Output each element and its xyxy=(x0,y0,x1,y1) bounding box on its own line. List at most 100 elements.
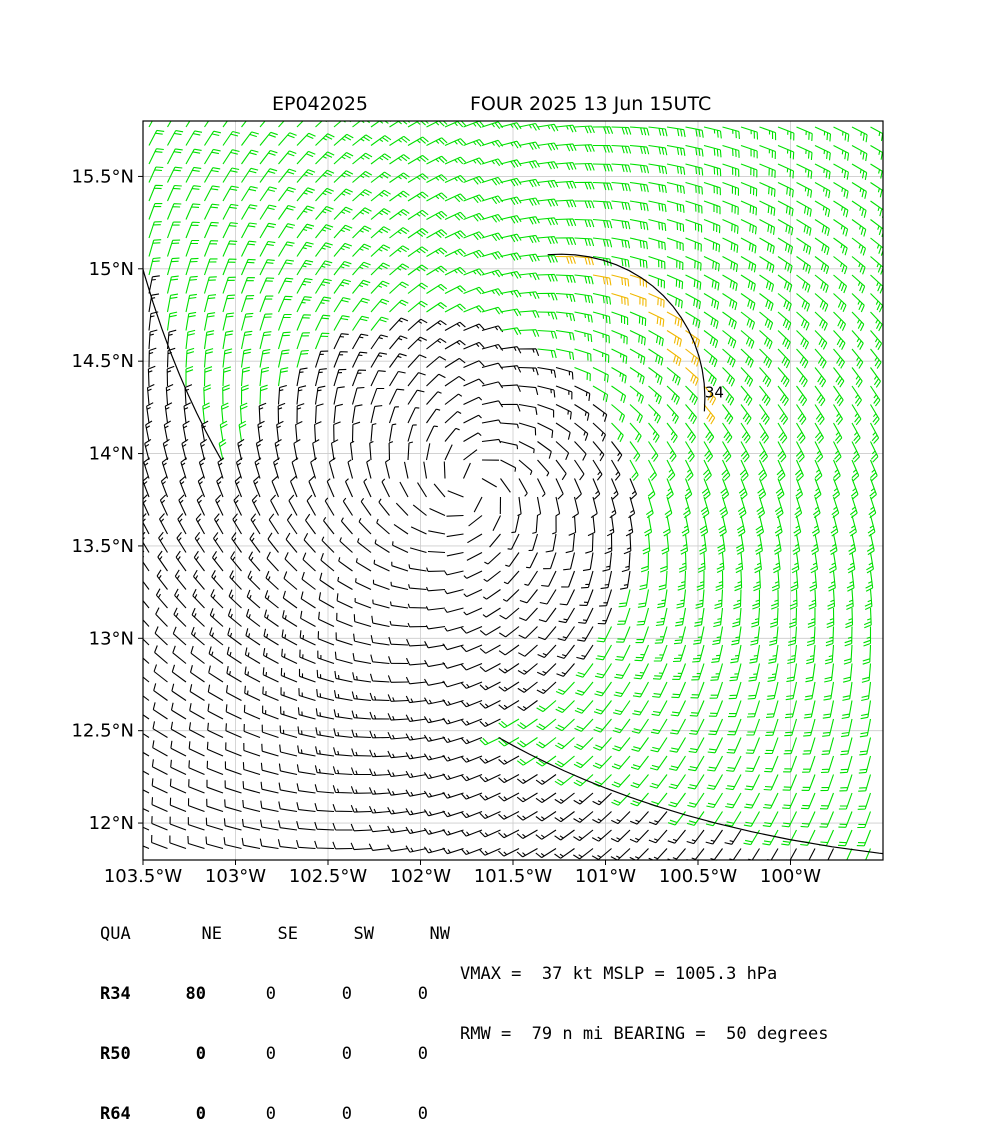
wind-barb xyxy=(630,349,645,365)
wind-barb xyxy=(741,238,756,253)
wind-barb xyxy=(689,719,704,734)
wind-barb xyxy=(425,679,446,685)
wind-barb xyxy=(482,382,503,388)
wind-barb xyxy=(763,812,778,827)
wind-barb xyxy=(371,172,391,182)
wind-barb xyxy=(575,386,590,401)
wind-barb xyxy=(143,476,149,497)
wind-barb xyxy=(148,385,155,405)
wind-barb xyxy=(543,553,556,569)
wind-barb xyxy=(727,738,741,754)
wind-barb xyxy=(371,655,390,664)
wind-barb xyxy=(649,331,664,347)
wind-barb xyxy=(445,608,464,612)
wind-barb xyxy=(201,439,207,460)
wind-barb xyxy=(723,201,739,215)
wind-barb xyxy=(480,775,501,782)
wind-barb xyxy=(593,238,612,247)
wind-barb xyxy=(760,294,774,311)
wind-barb xyxy=(390,191,410,201)
wind-barb xyxy=(334,207,353,219)
wind-barb xyxy=(353,370,367,386)
wind-barb xyxy=(755,534,762,554)
wind-barb xyxy=(146,421,152,442)
wind-barb xyxy=(267,552,279,571)
wind-barb xyxy=(585,534,593,553)
wind-barb xyxy=(427,321,447,331)
wind-barb xyxy=(778,146,794,160)
wind-barb xyxy=(852,405,861,425)
wind-barb xyxy=(776,479,784,500)
wind-barb xyxy=(676,590,685,609)
wind-barb xyxy=(260,350,270,368)
wind-barb xyxy=(538,218,558,225)
wind-barb xyxy=(297,206,314,220)
wind-barb xyxy=(782,793,796,809)
wind-barb xyxy=(133,835,149,849)
wind-barb xyxy=(443,774,464,780)
wind-barb xyxy=(223,385,230,405)
wind-barb xyxy=(649,201,667,212)
wind-barb xyxy=(593,164,612,171)
wind-barb xyxy=(334,243,352,256)
wind-barb xyxy=(285,552,297,571)
wind-barb xyxy=(869,497,876,518)
wind-barb xyxy=(461,812,482,818)
wind-barb xyxy=(424,462,427,479)
wind-barb xyxy=(316,746,334,756)
wind-barb xyxy=(607,516,614,536)
wind-barb xyxy=(593,405,607,422)
wind-barb xyxy=(842,682,852,700)
wind-barb xyxy=(519,161,540,169)
wind-barb xyxy=(575,719,594,731)
wind-barb xyxy=(667,164,685,175)
wind-barb xyxy=(192,627,205,645)
wind-barb xyxy=(834,146,849,161)
wind-barb xyxy=(706,793,722,808)
wind-barb xyxy=(427,339,447,349)
wind-barb xyxy=(280,745,297,756)
wind-barb xyxy=(709,701,723,717)
wind-barb xyxy=(723,294,737,311)
wind-barb xyxy=(242,296,255,312)
wind-barb xyxy=(517,830,537,839)
wind-barb xyxy=(612,386,626,403)
wind-barb xyxy=(346,479,353,497)
wind-barb xyxy=(834,183,849,199)
wind-barb xyxy=(532,516,537,534)
wind-barb xyxy=(186,204,200,220)
wind-barb xyxy=(168,186,182,202)
wind-barb xyxy=(871,423,879,444)
wind-barb xyxy=(155,646,168,664)
wind-barb xyxy=(149,258,161,275)
wind-barb-map: 2034 103.5°W103°W102.5°W102°W101.5°W101°… xyxy=(0,0,1000,1000)
wind-barb xyxy=(149,185,163,201)
wind-barb xyxy=(559,608,575,623)
wind-barb xyxy=(168,240,181,256)
wind-barb xyxy=(335,690,353,700)
wind-barb xyxy=(464,415,482,423)
wind-barb xyxy=(518,682,538,692)
wind-barb xyxy=(408,337,427,349)
wind-barb xyxy=(801,793,815,809)
wind-barb xyxy=(519,292,539,299)
wind-barb xyxy=(575,312,593,323)
wind-barb xyxy=(504,571,519,584)
wind-barb xyxy=(407,639,427,646)
wind-barb xyxy=(556,442,569,460)
wind-barb xyxy=(480,793,501,800)
wind-barb xyxy=(829,553,836,573)
y-tick-label: 14.5°N xyxy=(71,351,134,372)
wind-barb xyxy=(480,682,501,690)
wind-barb xyxy=(297,386,306,405)
wind-barb xyxy=(728,701,741,717)
wind-barb xyxy=(231,552,242,572)
wind-barb xyxy=(678,571,686,590)
wind-barb xyxy=(660,553,667,573)
wind-barb xyxy=(575,349,592,362)
wind-barb xyxy=(300,650,316,664)
wind-barb xyxy=(408,229,428,239)
wind-barb xyxy=(255,458,261,479)
wind-barb xyxy=(425,641,445,648)
wind-barb xyxy=(152,759,167,774)
